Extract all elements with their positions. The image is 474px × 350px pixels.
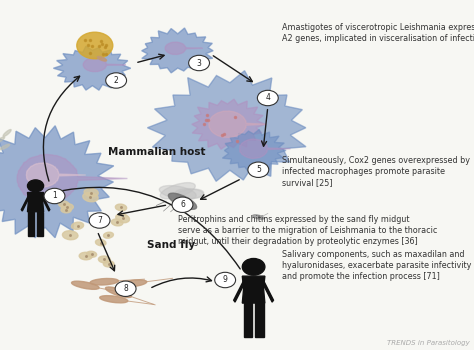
Ellipse shape <box>100 296 128 303</box>
Ellipse shape <box>253 215 264 219</box>
Ellipse shape <box>175 189 204 199</box>
Polygon shape <box>262 281 273 302</box>
Ellipse shape <box>90 279 118 285</box>
Text: Simultaneously, Cox2 genes overexpressed by
infected macrophages promote parasit: Simultaneously, Cox2 genes overexpressed… <box>282 156 470 187</box>
Polygon shape <box>17 154 128 203</box>
Polygon shape <box>28 212 34 236</box>
Text: TRENDS in Parasitology: TRENDS in Parasitology <box>386 341 469 346</box>
Polygon shape <box>165 42 202 55</box>
Text: 5: 5 <box>256 165 261 174</box>
Ellipse shape <box>72 222 83 229</box>
Polygon shape <box>147 71 306 181</box>
Ellipse shape <box>62 204 73 210</box>
Ellipse shape <box>118 280 147 287</box>
Ellipse shape <box>63 231 78 240</box>
Circle shape <box>106 73 127 88</box>
Polygon shape <box>242 288 265 303</box>
Circle shape <box>115 281 136 296</box>
Circle shape <box>242 259 265 275</box>
Text: 2: 2 <box>114 76 118 85</box>
Text: 6: 6 <box>180 200 185 209</box>
Polygon shape <box>255 303 264 337</box>
Text: Amastigotes of viscerotropic Leishmania express
A2 genes, implicated in visceral: Amastigotes of viscerotropic Leishmania … <box>282 23 474 43</box>
Ellipse shape <box>0 137 5 143</box>
Text: Sand fly: Sand fly <box>146 240 195 250</box>
Text: Mammalian host: Mammalian host <box>108 147 205 157</box>
Circle shape <box>89 213 110 228</box>
Text: 4: 4 <box>265 93 270 103</box>
Ellipse shape <box>103 261 114 267</box>
Ellipse shape <box>103 232 113 238</box>
Ellipse shape <box>95 239 106 246</box>
Ellipse shape <box>106 287 131 298</box>
Ellipse shape <box>83 193 98 202</box>
Ellipse shape <box>175 189 204 198</box>
Ellipse shape <box>168 193 197 209</box>
Polygon shape <box>242 276 265 288</box>
Polygon shape <box>142 28 213 73</box>
Circle shape <box>189 55 210 71</box>
Polygon shape <box>21 196 29 211</box>
Polygon shape <box>234 281 245 302</box>
Polygon shape <box>0 126 114 238</box>
Circle shape <box>27 180 44 192</box>
Ellipse shape <box>72 281 99 289</box>
Ellipse shape <box>160 183 195 199</box>
Circle shape <box>215 272 236 288</box>
Ellipse shape <box>61 207 71 213</box>
Circle shape <box>172 197 193 212</box>
Polygon shape <box>42 196 50 211</box>
Polygon shape <box>27 201 44 212</box>
Ellipse shape <box>0 144 9 150</box>
Polygon shape <box>192 99 265 149</box>
Polygon shape <box>209 111 267 138</box>
Polygon shape <box>239 139 291 159</box>
Text: 3: 3 <box>197 58 201 68</box>
Text: 7: 7 <box>97 216 102 225</box>
Text: 8: 8 <box>123 284 128 293</box>
Ellipse shape <box>58 201 70 208</box>
Polygon shape <box>83 58 126 72</box>
Text: Salivary components, such as maxadilan and
hyaluronidases, exacerbate parasite i: Salivary components, such as maxadilan a… <box>282 250 472 281</box>
Polygon shape <box>244 303 252 337</box>
Polygon shape <box>27 163 86 187</box>
Text: 9: 9 <box>223 275 228 285</box>
Ellipse shape <box>159 186 196 199</box>
Polygon shape <box>37 212 43 236</box>
Ellipse shape <box>115 204 127 211</box>
Circle shape <box>248 162 269 177</box>
Ellipse shape <box>97 56 107 61</box>
Circle shape <box>44 188 65 204</box>
Ellipse shape <box>111 219 123 226</box>
Ellipse shape <box>79 252 92 260</box>
Circle shape <box>77 32 113 59</box>
Ellipse shape <box>84 188 98 197</box>
Polygon shape <box>222 130 286 172</box>
Ellipse shape <box>3 130 11 136</box>
Polygon shape <box>54 46 131 90</box>
Ellipse shape <box>87 251 97 257</box>
Ellipse shape <box>116 214 129 223</box>
Text: 1: 1 <box>52 191 57 201</box>
Text: Peritrophins and chitins expressed by the sand fly midgut
serve as a barrier to : Peritrophins and chitins expressed by th… <box>178 215 437 246</box>
Polygon shape <box>27 193 44 201</box>
Ellipse shape <box>99 256 110 263</box>
Circle shape <box>257 90 278 106</box>
